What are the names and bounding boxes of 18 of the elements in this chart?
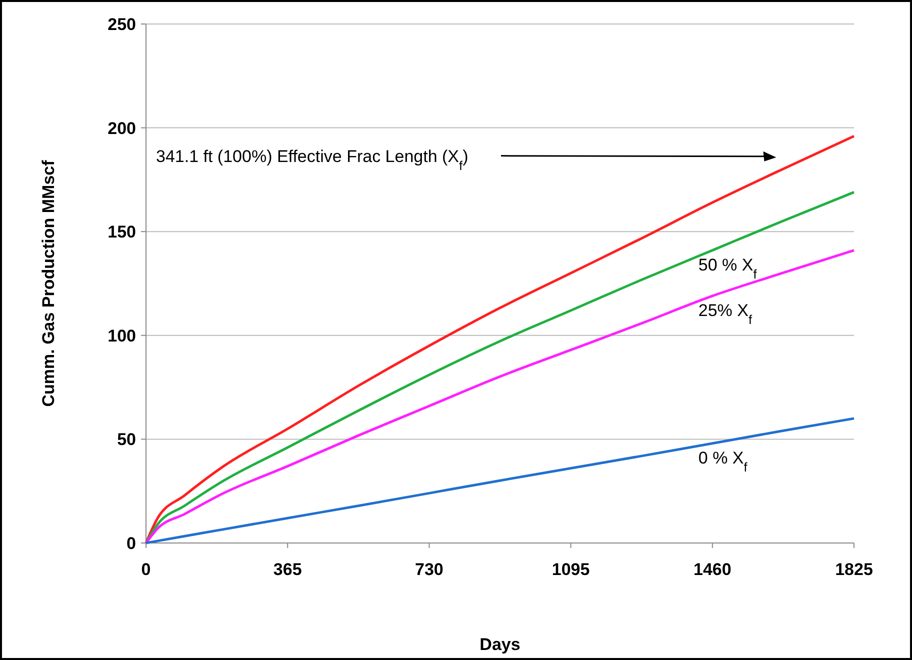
x-tick-label: 365 bbox=[273, 560, 302, 579]
y-tick-label: 150 bbox=[108, 222, 136, 242]
annotation: 50 % X$_{f}$ bbox=[698, 255, 758, 281]
y-axis-title: Cumm. Gas Production MMscf bbox=[39, 160, 58, 407]
x-tick-label: 730 bbox=[415, 560, 444, 579]
x-tick-label: 1825 bbox=[835, 560, 873, 579]
y-tick-label: 50 bbox=[117, 430, 136, 450]
y-tick-label: 250 bbox=[108, 14, 136, 34]
annotation: 341.1 ft (100%) Effective Frac Length (X$_{f}$) bbox=[156, 146, 468, 172]
x-tick-label: 0 bbox=[141, 560, 151, 579]
y-tick-label: 200 bbox=[108, 118, 136, 138]
x-tick-label: 1460 bbox=[693, 560, 732, 579]
y-tick-label: 100 bbox=[108, 326, 136, 346]
x-axis-title: Days bbox=[480, 635, 520, 654]
annotation: 25% X$_{f}$ bbox=[698, 300, 752, 326]
y-tick-label: 0 bbox=[126, 534, 136, 553]
x-tick-label: 1095 bbox=[552, 560, 590, 579]
annotation: 0 % X$_{f}$ bbox=[698, 448, 748, 474]
